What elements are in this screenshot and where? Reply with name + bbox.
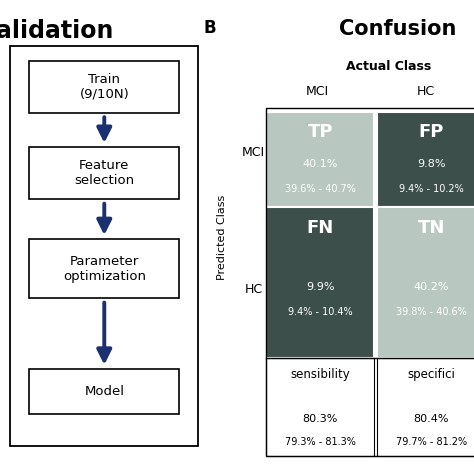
Text: 80.4%: 80.4% [414,414,449,424]
Bar [29,147,179,200]
Text: Train
(9/10N): Train (9/10N) [80,73,129,101]
Bar [10,46,198,447]
Text: 79.7% - 81.2%: 79.7% - 81.2% [396,437,467,447]
Text: 9.9%: 9.9% [306,282,335,292]
Bar [266,108,474,456]
Text: MCI: MCI [242,146,265,159]
Bar [377,112,474,208]
Text: HC: HC [417,85,435,98]
Text: Predicted Class: Predicted Class [217,194,228,280]
Text: 40.1%: 40.1% [303,159,338,169]
Text: MCI: MCI [306,85,329,98]
Bar [266,358,374,456]
Bar [266,208,374,357]
Text: FN: FN [307,219,334,237]
Text: 80.3%: 80.3% [303,414,338,424]
Bar [377,358,474,456]
Bar [29,61,179,113]
Bar [29,369,179,414]
Text: 9.4% - 10.4%: 9.4% - 10.4% [288,307,353,317]
Text: specifici: specifici [407,368,456,381]
Text: Parameter
optimization: Parameter optimization [63,255,146,283]
Text: 40.2%: 40.2% [414,282,449,292]
Text: sensibility: sensibility [291,368,350,381]
Text: HC: HC [245,283,263,296]
Text: FP: FP [419,123,444,141]
Text: 9.8%: 9.8% [417,159,446,169]
Text: 79.3% - 81.3%: 79.3% - 81.3% [285,437,356,447]
Text: Model: Model [84,385,124,398]
Text: TN: TN [418,219,445,237]
Text: TP: TP [308,123,333,141]
Text: 9.4% - 10.2%: 9.4% - 10.2% [399,184,464,194]
Text: 39.6% - 40.7%: 39.6% - 40.7% [285,184,356,194]
Text: Feature
selection: Feature selection [74,159,134,187]
Bar [29,239,179,299]
Bar [266,112,374,208]
Text: alidation: alidation [0,18,113,43]
Text: Confusion: Confusion [338,18,456,38]
Bar [377,208,474,357]
Text: B: B [204,18,217,36]
Text: Actual Class: Actual Class [346,60,431,73]
Text: 39.8% - 40.6%: 39.8% - 40.6% [396,307,467,317]
